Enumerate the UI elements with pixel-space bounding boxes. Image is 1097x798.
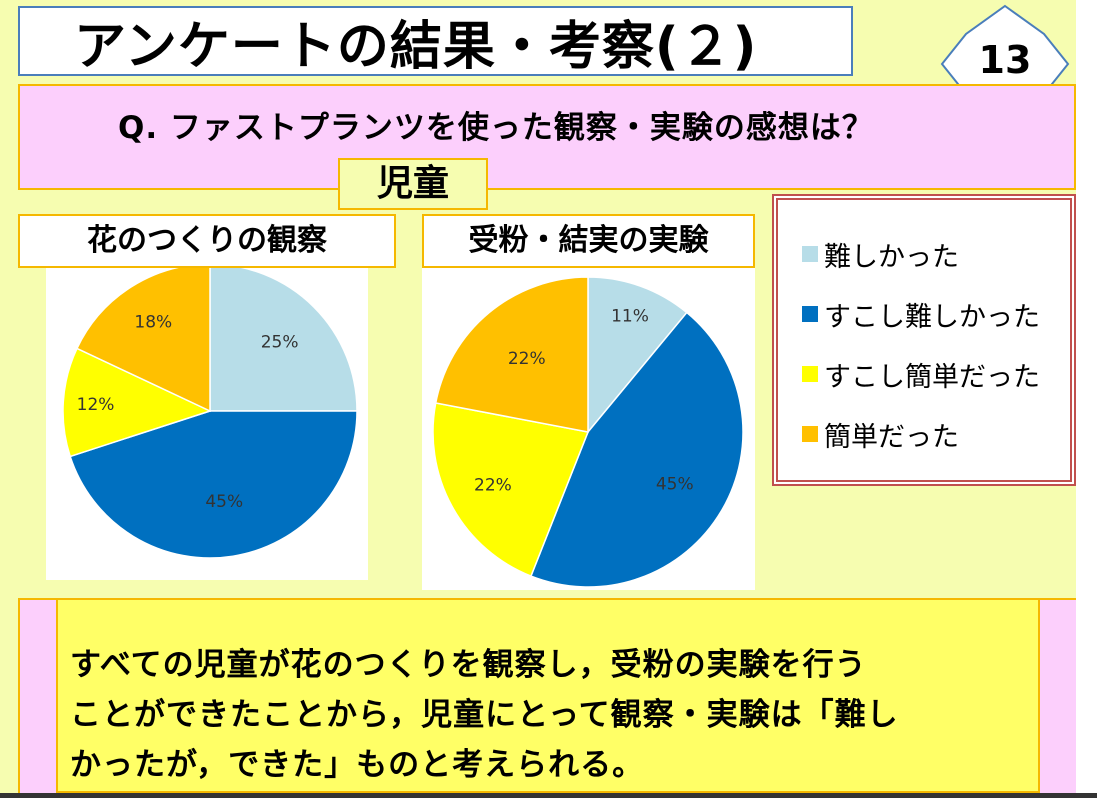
pie1-slice-somewhat-easy	[432, 402, 590, 578]
legend-label-somewhat-easy: すこし簡単だった	[824, 361, 1040, 393]
pie0-label-somewhat-easy: 12%	[77, 395, 115, 415]
legend-label-easy: 簡単だった	[824, 421, 959, 453]
pie-chart-pollination: 11% 45% 22% 22%	[422, 268, 755, 590]
pie0-slice-somewhat-difficult	[69, 410, 358, 559]
legend-item-easy: 簡単だった	[802, 414, 959, 454]
pie0-label-somewhat-difficult: 45%	[205, 492, 243, 512]
slide-number: 13	[978, 38, 1032, 82]
pie1-label-easy: 22%	[508, 349, 546, 369]
legend-swatch-difficult	[802, 246, 818, 262]
legend-label-difficult: 難しかった	[824, 241, 959, 273]
legend-item-somewhat-easy: すこし簡単だった	[802, 354, 1040, 394]
conclusion-line-2: ことができたことから，児童にとって観察・実験は「難し	[70, 697, 899, 733]
chart-title-pollination: 受粉・結実の実験	[422, 214, 755, 268]
conclusion-box	[56, 598, 1040, 793]
right-margin	[1076, 0, 1097, 798]
pie-chart-flower: 25% 45% 12% 18%	[46, 268, 368, 580]
pie0-label-difficult: 25%	[261, 332, 299, 352]
pie1-slice-easy	[434, 276, 589, 433]
group-label: 児童	[338, 158, 488, 210]
legend-item-somewhat-difficult: すこし難しかった	[802, 294, 1040, 334]
pie0-label-easy: 18%	[134, 313, 172, 333]
pie0-slice-somewhat-easy	[62, 347, 213, 458]
bottom-border	[0, 793, 1097, 798]
conclusion-line-3: かったが，できた」ものと考えられる。	[70, 747, 645, 783]
legend-swatch-easy	[802, 426, 818, 442]
legend-item-difficult: 難しかった	[802, 234, 959, 274]
legend-label-somewhat-difficult: すこし難しかった	[824, 301, 1040, 333]
pie1-label-somewhat-easy: 22%	[474, 475, 512, 495]
pie0-slice-easy	[75, 268, 211, 413]
conclusion-text: すべての児童が花のつくりを観察し，受粉の実験を行う ことができたことから，児童に…	[70, 640, 1040, 790]
question-band	[18, 84, 1076, 190]
pie1-slice-difficult	[587, 276, 688, 435]
pie0-slice-difficult	[209, 268, 358, 412]
pie-chart-pollination-svg: 11% 45% 22% 22%	[432, 276, 744, 588]
page-title: アンケートの結果・考察(２)	[18, 6, 853, 77]
pie1-slice-somewhat-difficult	[529, 311, 744, 588]
question-text: Q. ファストプランツを使った観察・実験の感想は？	[118, 110, 874, 146]
pie1-label-somewhat-difficult: 45%	[656, 474, 694, 494]
legend-swatch-somewhat-difficult	[802, 306, 818, 322]
pie1-label-difficult: 11%	[611, 306, 649, 326]
conclusion-line-1: すべての児童が花のつくりを観察し，受粉の実験を行う	[70, 647, 867, 683]
chart-legend: 難しかった すこし難しかった すこし簡単だった 簡単だった	[772, 194, 1076, 486]
legend-swatch-somewhat-easy	[802, 366, 818, 382]
chart-title-flower: 花のつくりの観察	[18, 214, 396, 268]
pie-chart-flower-svg: 25% 45% 12% 18%	[62, 268, 358, 559]
